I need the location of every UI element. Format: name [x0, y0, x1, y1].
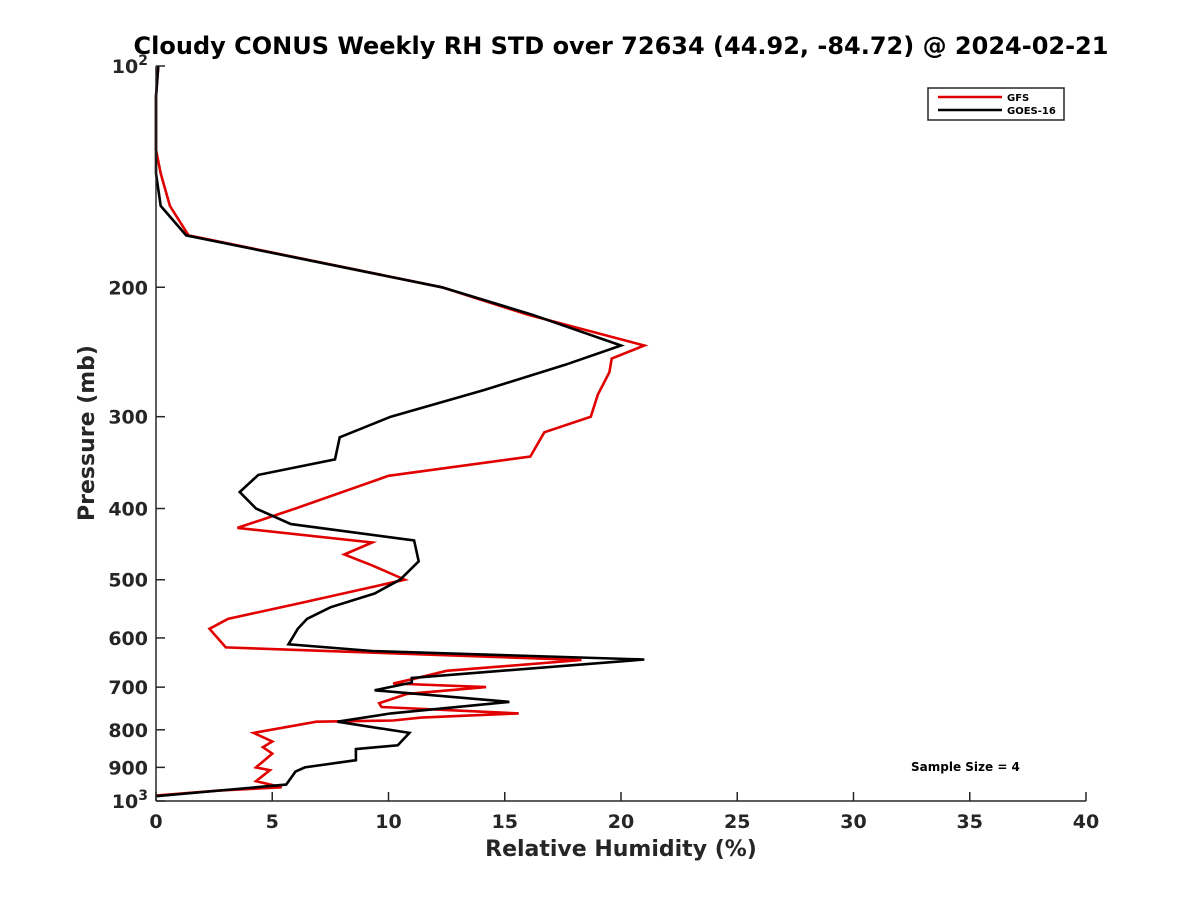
y-tick-label: 800 [108, 720, 148, 742]
x-tick-label: 40 [1073, 811, 1099, 833]
y-tick-label: 200 [108, 277, 148, 299]
x-tick-label: 30 [840, 811, 866, 833]
x-tick-label: 10 [375, 811, 401, 833]
x-axis-ticks: 0 5 10 15 20 25 30 35 40 [149, 792, 1099, 833]
y-axis-ticks: 102 200 300 400 500 600 700 800 900 103 [108, 53, 165, 813]
x-tick-label: 0 [149, 811, 162, 833]
legend-label-gfs: GFS [1007, 93, 1029, 104]
x-tick-label: 35 [957, 811, 983, 833]
y-tick-label: 300 [108, 407, 148, 429]
x-tick-label: 15 [492, 811, 518, 833]
y-tick-label: 700 [108, 677, 148, 699]
x-axis-label: Relative Humidity (%) [485, 837, 757, 862]
y-axis-label: Pressure (mb) [75, 345, 100, 521]
chart-title: Cloudy CONUS Weekly RH STD over 72634 (4… [134, 32, 1109, 60]
legend-box [927, 87, 1065, 121]
x-tick-label: 20 [608, 811, 634, 833]
x-tick-label: 25 [724, 811, 750, 833]
y-tick-label: 600 [108, 628, 148, 650]
y-tick-label: 103 [112, 788, 148, 813]
x-tick-label: 5 [266, 811, 279, 833]
sample-size-annotation: Sample Size = 4 [911, 760, 1020, 774]
y-tick-label: 900 [108, 757, 148, 779]
y-tick-label: 500 [108, 570, 148, 592]
legend-label-goes16: GOES-16 [1007, 106, 1056, 117]
axes [155, 66, 1086, 802]
plot-area [154, 65, 649, 798]
legend: GFS GOES-16 [927, 87, 1065, 121]
y-tick-label: 400 [108, 499, 148, 521]
y-tick-label: 102 [112, 53, 148, 78]
series-line-goes16 [154, 65, 645, 798]
